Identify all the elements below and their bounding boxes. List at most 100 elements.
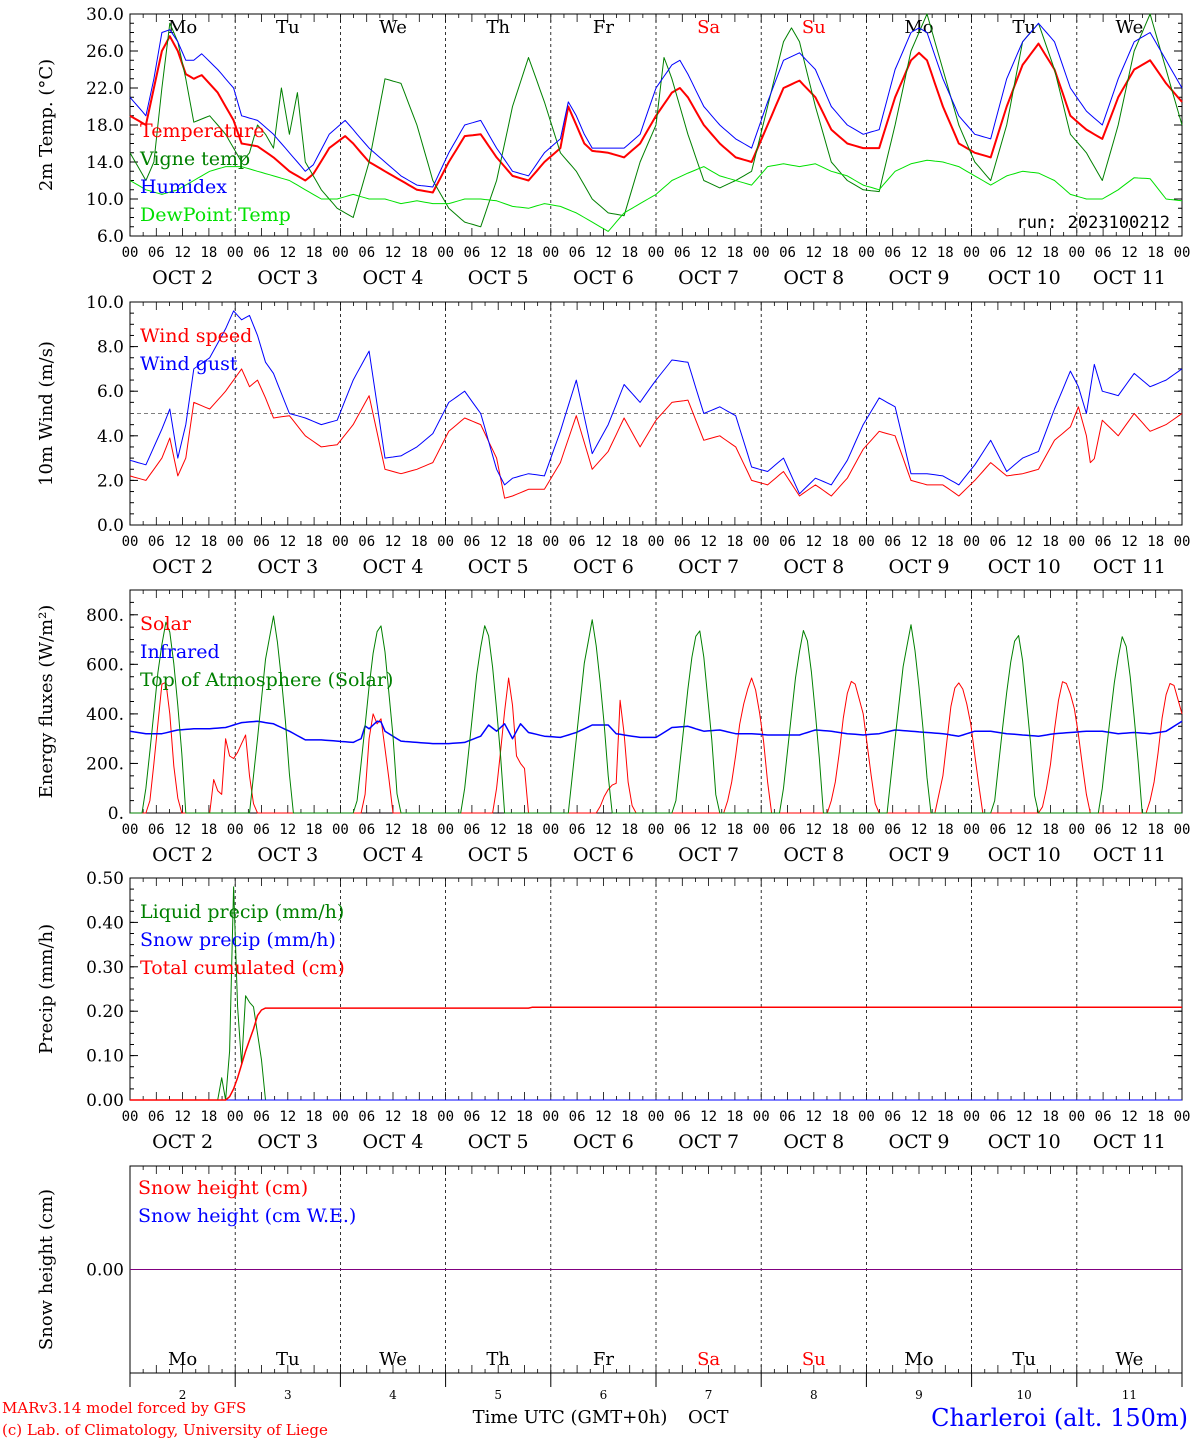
series-line-wind-gust: [129, 310, 1183, 495]
date-label: OCT 8: [783, 844, 844, 866]
hour-tick-label: 00: [227, 245, 244, 261]
y-tick-label: 14.0: [86, 153, 124, 173]
hour-tick-label: 12: [805, 534, 822, 550]
legend-entry: DewPoint Temp: [140, 204, 291, 226]
hour-tick-label: 12: [700, 1109, 717, 1125]
day-number-label: 6: [600, 1388, 608, 1402]
hour-tick-label: 12: [595, 245, 612, 261]
hour-tick-label: 06: [884, 534, 901, 550]
hour-tick-label: 18: [937, 245, 954, 261]
date-label: OCT 7: [678, 844, 739, 866]
hour-tick-label: 18: [516, 1109, 533, 1125]
date-label: OCT 6: [573, 556, 634, 578]
hour-tick-label: 18: [621, 534, 638, 550]
credit-line-model: MARv3.14 model forced by GFS: [2, 1399, 246, 1417]
date-label: OCT 9: [889, 267, 950, 289]
hour-tick-label: 00: [437, 822, 454, 838]
hour-tick-label: 18: [1147, 245, 1164, 261]
day-of-week-label: Mo: [168, 1349, 197, 1370]
date-label: OCT 4: [363, 267, 424, 289]
y-tick-label: 10.0: [86, 190, 124, 210]
hour-tick-label: 06: [358, 1109, 375, 1125]
panel-temperature: 6.0 10.0 14.0 18.0 22.0 26.0 30.0 2m Temp. (°C)…: [36, 5, 1190, 289]
date-label: OCT 9: [889, 844, 950, 866]
hour-tick-label: 18: [1042, 822, 1059, 838]
hour-tick-label: 12: [385, 1109, 402, 1125]
day-number-label: 8: [810, 1388, 818, 1402]
bottom-month-label: OCT: [688, 1407, 729, 1428]
hour-tick-label: 00: [963, 245, 980, 261]
y-tick-label: 0.10: [86, 1047, 124, 1067]
hour-tick-label: 18: [1147, 822, 1164, 838]
hour-tick-label: 06: [989, 822, 1006, 838]
day-number-label: 3: [284, 1388, 292, 1402]
hour-tick-label: 18: [937, 534, 954, 550]
day-number-label: 4: [389, 1388, 397, 1402]
hour-tick-label: 18: [1147, 534, 1164, 550]
hour-tick-label: 12: [911, 534, 928, 550]
hour-tick-label: 18: [832, 1109, 849, 1125]
date-label: OCT 2: [152, 1131, 213, 1153]
date-label: OCT 11: [1093, 267, 1166, 289]
day-of-week-label: Th: [486, 1349, 510, 1370]
hour-tick-label: 12: [385, 822, 402, 838]
hour-tick-label: 12: [700, 534, 717, 550]
hour-tick-label: 06: [253, 1109, 270, 1125]
hour-tick-label: 06: [884, 1109, 901, 1125]
hour-tick-label: 18: [200, 245, 217, 261]
hour-tick-label: 12: [911, 822, 928, 838]
hour-tick-label: 00: [227, 1109, 244, 1125]
hour-tick-label: 00: [1068, 534, 1085, 550]
legend-entry: Total cumulated (cm): [140, 957, 345, 979]
hour-tick-label: 18: [411, 245, 428, 261]
hour-tick-label: 18: [516, 534, 533, 550]
legend-entry: Snow height (cm W.E.): [138, 1205, 356, 1227]
hour-tick-label: 18: [200, 534, 217, 550]
hour-tick-label: 00: [753, 822, 770, 838]
hour-tick-label: 00: [1174, 1109, 1191, 1125]
hour-tick-label: 00: [437, 1109, 454, 1125]
hour-tick-label: 06: [463, 534, 480, 550]
day-number-label: 7: [705, 1388, 713, 1402]
y-tick-label: 10.0: [86, 293, 124, 313]
legend-entry: Wind speed: [140, 325, 252, 347]
y-axis-label: Snow height (cm): [36, 1189, 57, 1350]
hour-tick-label: 06: [779, 1109, 796, 1125]
hour-tick-label: 00: [1174, 534, 1191, 550]
date-label: OCT 10: [988, 844, 1061, 866]
series-line-wind-speed: [129, 368, 1183, 499]
hour-tick-label: 12: [174, 822, 191, 838]
hour-tick-label: 12: [1016, 534, 1033, 550]
y-tick-label: 4.0: [97, 427, 124, 447]
hour-tick-label: 12: [490, 822, 507, 838]
hour-tick-label: 00: [227, 822, 244, 838]
hour-tick-label: 06: [569, 1109, 586, 1125]
hour-tick-label: 06: [463, 822, 480, 838]
y-tick-label: 0.50: [86, 869, 124, 889]
hour-tick-label: 00: [332, 534, 349, 550]
day-number-label: 5: [494, 1388, 502, 1402]
hour-tick-label: 12: [490, 1109, 507, 1125]
hour-tick-label: 06: [674, 822, 691, 838]
day-of-week-label: Tu: [1012, 1349, 1036, 1370]
hour-tick-label: 06: [1095, 822, 1112, 838]
date-label: OCT 6: [573, 844, 634, 866]
date-label: OCT 2: [152, 844, 213, 866]
hour-tick-label: 12: [174, 245, 191, 261]
hour-tick-label: 18: [832, 534, 849, 550]
day-of-week-label: Tu: [1012, 17, 1036, 38]
hour-tick-label: 18: [621, 245, 638, 261]
hour-tick-label: 00: [648, 245, 665, 261]
hour-tick-label: 12: [279, 1109, 296, 1125]
panel-energy: 0. 200. 400. 600. 800. Energy fluxes (W/m²) So…: [36, 589, 1190, 866]
y-tick-label: 2.0: [97, 471, 124, 491]
hour-tick-label: 00: [648, 822, 665, 838]
date-label: OCT 11: [1093, 1131, 1166, 1153]
hour-tick-label: 18: [1042, 1109, 1059, 1125]
legend-entry: Wind gust: [140, 353, 238, 375]
hour-tick-label: 12: [279, 245, 296, 261]
legend-entry: Snow height (cm): [138, 1177, 308, 1199]
hour-tick-label: 18: [726, 245, 743, 261]
hour-tick-label: 18: [1042, 245, 1059, 261]
panel-frame-energy: [129, 589, 1183, 814]
